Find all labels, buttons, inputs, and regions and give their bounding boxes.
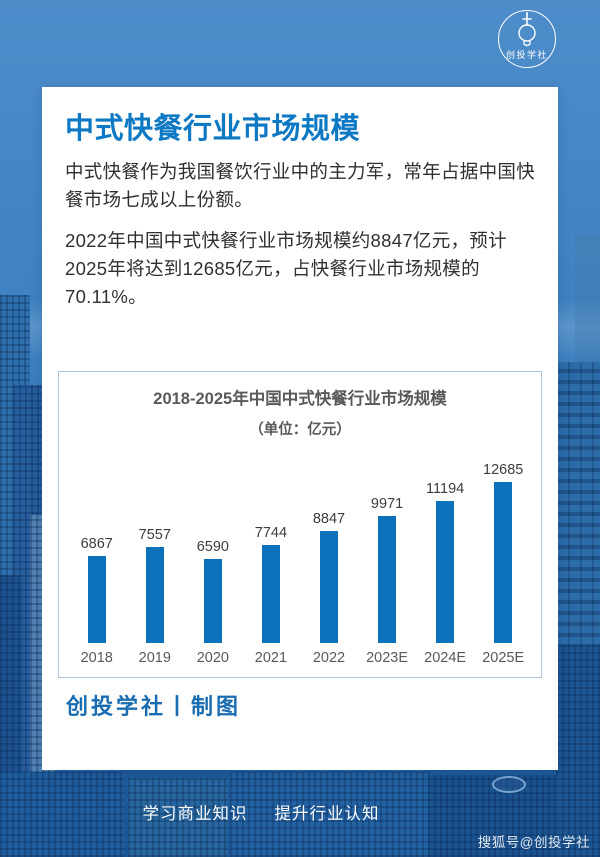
- building-silhouette: [230, 772, 430, 857]
- logo-text: 创投学社: [505, 50, 548, 60]
- bar-value-label: 8847: [312, 510, 346, 527]
- bar-category-label: 2019: [138, 650, 171, 666]
- brand-logo: 创投学社: [498, 10, 556, 68]
- bar-column: 7557 2019: [126, 441, 184, 666]
- bar: [145, 547, 164, 643]
- bar-column: 6590 2020: [184, 441, 242, 666]
- building-silhouette: [428, 775, 558, 857]
- slogan-right: 提升行业认知: [274, 805, 380, 823]
- intro-paragraph: 中式快餐作为我国餐饮行业中的主力军，常年占据中国快餐市场七成以上份额。: [65, 161, 536, 210]
- slogan-left: 学习商业知识: [142, 805, 248, 823]
- bar: [87, 555, 106, 643]
- bar-category-label: 2021: [254, 650, 288, 666]
- bar-category-label: 2023E: [366, 650, 409, 666]
- building-silhouette: [0, 772, 125, 857]
- bar: [261, 544, 280, 643]
- bar-category-label: 2022: [312, 650, 346, 666]
- chart-subtitle: （单位：亿元）: [249, 422, 351, 438]
- bar-category-label: 2024E: [424, 650, 467, 666]
- stats-paragraph: 2022年中国中式快餐行业市场规模约8847亿元，预计2025年将达到12685…: [65, 230, 507, 307]
- bar: [203, 559, 222, 643]
- page-title: 中式快餐行业市场规模: [65, 113, 361, 145]
- bar: [320, 530, 338, 643]
- chart-title: 2018-2025年中国中式快餐行业市场规模: [153, 390, 447, 408]
- bar-value-label: 9971: [370, 496, 404, 513]
- bar-column: 9971 2023E: [358, 441, 416, 666]
- content-card: 中式快餐行业市场规模 中式快餐作为我国餐饮行业中的主力军，常年占据中国快餐市场七…: [42, 87, 558, 770]
- watermark: 搜狐号@创投学社: [477, 835, 590, 850]
- building-silhouette: [556, 645, 600, 857]
- bar-value-label: 6867: [80, 535, 113, 552]
- bar-column: 6867 2018: [68, 441, 126, 666]
- footer-slogan: 学习商业知识 提升行业认知: [0, 800, 561, 824]
- bar-category-label: 2020: [196, 650, 229, 666]
- lightbulb-icon: [518, 12, 536, 47]
- bar-category-label: 2025E: [482, 650, 525, 666]
- bar-chart-plot: 6867 2018 7557 2019 6590 2020 7744 2021 8847 2022…: [68, 441, 532, 666]
- credit-line: 创投学社丨制图: [66, 694, 242, 720]
- bar-value-label: 11194: [426, 480, 465, 497]
- bar-value-label: 7744: [254, 524, 288, 541]
- bar-column: 8847 2022: [300, 441, 358, 666]
- bar: [436, 500, 455, 643]
- bar-value-label: 7557: [138, 527, 171, 544]
- bar: [494, 482, 513, 643]
- bar-column: 7744 2021: [242, 441, 300, 666]
- bar-column: 12685 2025E: [474, 441, 532, 666]
- bar-chart: 2018-2025年中国中式快餐行业市场规模 （单位：亿元） 6867 2018 7…: [58, 371, 542, 678]
- bar-value-label: 6590: [196, 539, 229, 556]
- bar-category-label: 2018: [80, 650, 113, 666]
- bar-value-label: 12685: [483, 462, 524, 478]
- bar-column: 11194 2024E: [416, 441, 474, 666]
- building-silhouette: [128, 778, 228, 857]
- rooftop-tank: [492, 776, 526, 793]
- bar: [378, 516, 397, 643]
